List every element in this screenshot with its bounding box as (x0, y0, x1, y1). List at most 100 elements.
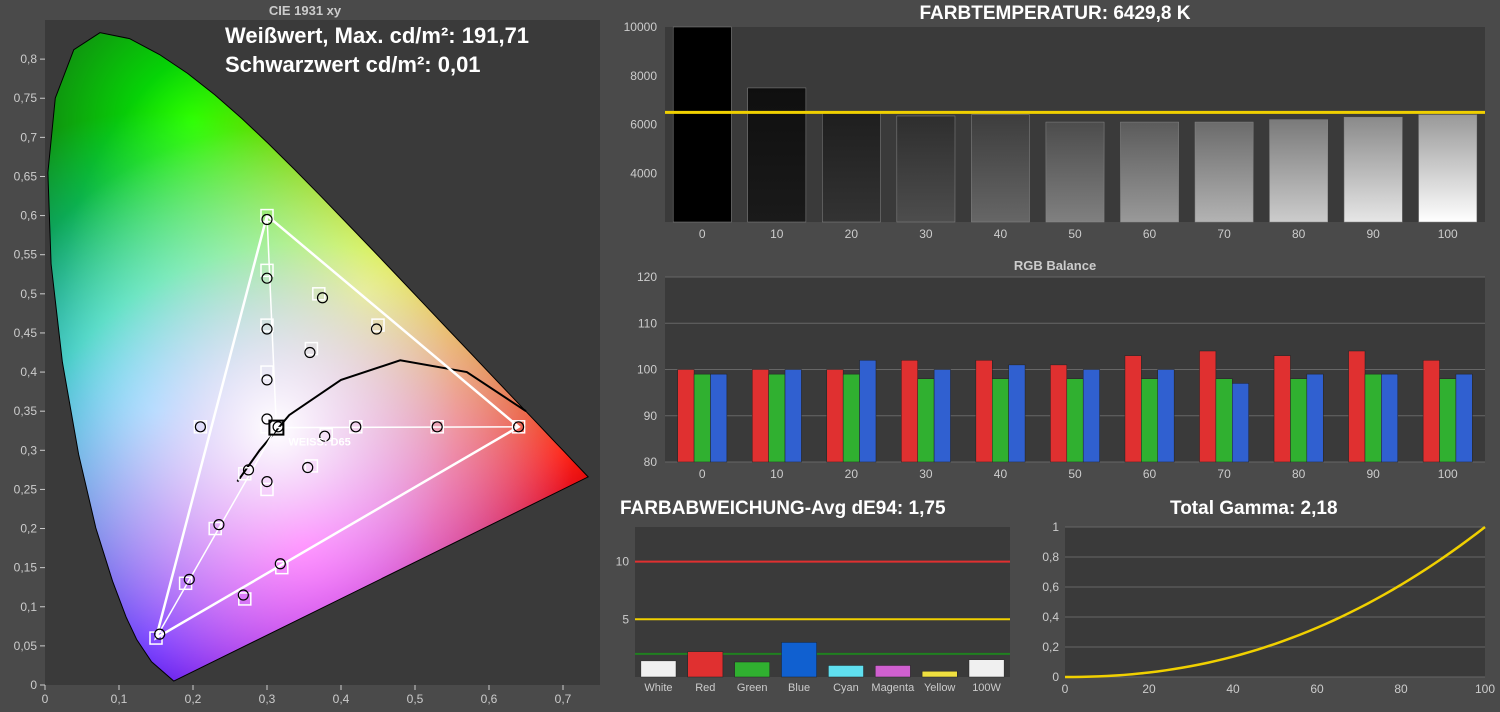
rgb-bar-blue (1381, 374, 1397, 462)
svg-text:20: 20 (845, 227, 859, 241)
svg-text:60: 60 (1143, 227, 1157, 241)
svg-text:6000: 6000 (630, 118, 657, 132)
svg-text:80: 80 (1292, 467, 1306, 481)
svg-text:Blue: Blue (788, 682, 810, 694)
svg-text:40: 40 (994, 467, 1008, 481)
svg-text:0,8: 0,8 (20, 52, 37, 66)
deviation-chart: 510WhiteRedGreenBlueCyanMagentaYellow100… (610, 522, 1020, 705)
svg-text:100W: 100W (972, 682, 1001, 694)
svg-text:0,7: 0,7 (555, 692, 572, 706)
deviation-bar (922, 671, 957, 677)
svg-text:0,6: 0,6 (481, 692, 498, 706)
svg-text:0,1: 0,1 (20, 600, 37, 614)
svg-text:100: 100 (637, 363, 657, 377)
gamma-title: Total Gamma: 2,18 (1170, 498, 1338, 520)
svg-text:0: 0 (1052, 670, 1059, 684)
rgb-bar-red (827, 370, 843, 463)
colortemp-bar (1419, 115, 1477, 222)
svg-text:10000: 10000 (624, 22, 658, 34)
svg-text:Red: Red (695, 682, 715, 694)
svg-text:Green: Green (737, 682, 768, 694)
rgb-bar-red (901, 360, 917, 462)
svg-text:0,8: 0,8 (1042, 550, 1059, 564)
svg-text:60: 60 (1143, 467, 1157, 481)
colortemp-bar (1344, 117, 1402, 222)
colortemp-bar (971, 115, 1029, 222)
rgb-bar-red (1274, 356, 1290, 462)
svg-text:0,5: 0,5 (407, 692, 424, 706)
svg-text:0,45: 0,45 (14, 326, 38, 340)
svg-text:0: 0 (1062, 682, 1069, 696)
colortemp-bar (1195, 122, 1253, 222)
svg-text:0: 0 (699, 467, 706, 481)
rgb-bar-blue (710, 374, 726, 462)
svg-text:0,65: 0,65 (14, 169, 38, 183)
deviation-bar (969, 660, 1004, 677)
rgb-bar-green (1067, 379, 1083, 462)
svg-text:0: 0 (699, 227, 706, 241)
rgb-bar-red (1423, 360, 1439, 462)
svg-text:90: 90 (1367, 467, 1381, 481)
svg-text:1: 1 (1052, 522, 1059, 534)
svg-text:80: 80 (644, 455, 658, 469)
svg-text:20: 20 (1142, 682, 1156, 696)
deviation-bar (688, 652, 723, 677)
rgb-bar-green (1141, 379, 1157, 462)
svg-text:0,35: 0,35 (14, 404, 38, 418)
svg-text:10: 10 (770, 227, 784, 241)
rgb-bar-blue (1083, 370, 1099, 463)
svg-text:0,2: 0,2 (1042, 640, 1059, 654)
svg-text:0,7: 0,7 (20, 130, 37, 144)
svg-text:5: 5 (622, 612, 629, 626)
svg-text:70: 70 (1217, 467, 1231, 481)
colortemp-bar (1046, 122, 1104, 222)
rgb-bar-green (769, 374, 785, 462)
svg-text:0,4: 0,4 (20, 365, 37, 379)
svg-text:90: 90 (644, 409, 658, 423)
svg-text:30: 30 (919, 227, 933, 241)
svg-text:100: 100 (1438, 467, 1458, 481)
rgb-bar-red (1125, 356, 1141, 462)
colortemp-bar (897, 116, 955, 222)
colortemp-bar (822, 112, 880, 222)
cie-chart: WEISS: D6500,10,20,30,40,50,60,700,050,1… (0, 0, 610, 707)
rgb-bar-red (1199, 351, 1215, 462)
svg-text:90: 90 (1367, 227, 1381, 241)
svg-text:40: 40 (994, 227, 1008, 241)
rgb-bar-red (1349, 351, 1365, 462)
rgb-bar-red (976, 360, 992, 462)
rgb-bar-blue (1158, 370, 1174, 463)
rgb-bar-green (694, 374, 710, 462)
rgb-bar-red (752, 370, 768, 463)
svg-text:80: 80 (1394, 682, 1408, 696)
svg-text:40: 40 (1226, 682, 1240, 696)
svg-text:8000: 8000 (630, 69, 657, 83)
rgb-bar-blue (1009, 365, 1025, 462)
svg-text:0,15: 0,15 (14, 561, 38, 575)
svg-text:Cyan: Cyan (833, 682, 859, 694)
svg-text:0,75: 0,75 (14, 91, 38, 105)
rgb-bar-blue (860, 360, 876, 462)
colortemp-bar (1120, 122, 1178, 222)
svg-text:60: 60 (1310, 682, 1324, 696)
svg-text:4000: 4000 (630, 166, 657, 180)
svg-text:100: 100 (1438, 227, 1458, 241)
rgb-bar-red (678, 370, 694, 463)
svg-text:0,6: 0,6 (20, 209, 37, 223)
svg-text:0,4: 0,4 (333, 692, 350, 706)
rgb-bar-green (843, 374, 859, 462)
deviation-bar (781, 642, 816, 677)
deviation-bar (735, 662, 770, 677)
svg-text:110: 110 (638, 316, 657, 330)
rgb-bar-blue (934, 370, 950, 463)
cie-panel: CIE 1931 xy Weißwert, Max. cd/m²: 191,71… (0, 0, 610, 712)
svg-text:0,2: 0,2 (185, 692, 202, 706)
rgb-bar-green (1216, 379, 1232, 462)
svg-text:50: 50 (1068, 467, 1082, 481)
svg-text:0: 0 (42, 692, 49, 706)
colortemp-bar (673, 27, 731, 222)
svg-text:0,2: 0,2 (20, 522, 37, 536)
rgb-bar-blue (785, 370, 801, 463)
svg-text:0,3: 0,3 (20, 443, 37, 457)
svg-text:30: 30 (919, 467, 933, 481)
